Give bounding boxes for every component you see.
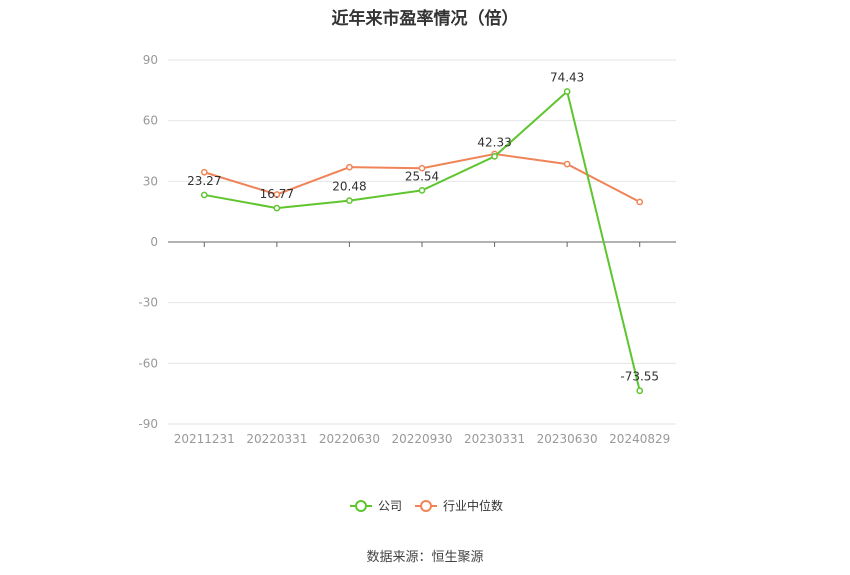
y-tick-label: -60 (138, 356, 158, 370)
series-line-0 (204, 89, 641, 391)
y-tick-label: 30 (143, 174, 158, 188)
data-point (273, 191, 281, 198)
data-point (563, 160, 571, 168)
data-point (346, 163, 353, 171)
chart-title: 近年来市盈率情况（倍） (331, 9, 519, 29)
y-tick-label: 0 (150, 235, 158, 249)
x-axis-ticks: 20211231 20220331 20220630 20220930 20230331… (174, 242, 670, 446)
x-tick-label: 20220930 (391, 432, 452, 446)
data-point (200, 191, 208, 199)
y-tick-label: -30 (138, 296, 158, 310)
data-label: 23.27 (187, 174, 221, 188)
data-point (200, 168, 208, 176)
legend-label[interactable]: 行业中位数 (443, 498, 503, 513)
data-point (273, 204, 281, 212)
series-lines (200, 88, 644, 395)
x-tick-label: 20211231 (174, 432, 235, 446)
data-point (418, 187, 426, 194)
data-labels: 23.27 16.77 20.48 25.54 42.33 74.43 -73.55 (187, 70, 659, 383)
data-point (636, 387, 644, 395)
data-label: 20.48 (332, 180, 366, 194)
x-tick-label: 20220331 (246, 432, 307, 446)
y-tick-label: 60 (143, 114, 158, 128)
legend-marker (420, 500, 432, 512)
legend-marker (355, 500, 367, 512)
data-point (346, 197, 353, 204)
data-label: -73.55 (620, 370, 659, 384)
legend-label[interactable]: 公司 (378, 499, 402, 513)
y-tick-label: 90 (143, 53, 158, 67)
x-tick-label: 20240829 (609, 432, 670, 446)
data-label: 42.33 (477, 135, 511, 149)
data-source: 数据来源：恒生聚源 (366, 550, 484, 565)
data-point (491, 153, 498, 160)
x-tick-label: 20230630 (537, 432, 598, 446)
legend: 公司 行业中位数 (350, 498, 503, 513)
y-tick-label: -90 (138, 417, 158, 431)
data-label: 16.77 (260, 187, 294, 201)
data-point (636, 198, 644, 206)
data-point (563, 88, 571, 95)
data-label: 74.43 (550, 70, 584, 84)
x-tick-label: 20230331 (464, 432, 525, 446)
x-tick-label: 20220630 (319, 432, 380, 446)
data-label: 25.54 (405, 169, 439, 183)
y-axis-ticks: 90 60 30 0 -30 -60 -90 (138, 53, 158, 431)
data-point (418, 164, 426, 172)
